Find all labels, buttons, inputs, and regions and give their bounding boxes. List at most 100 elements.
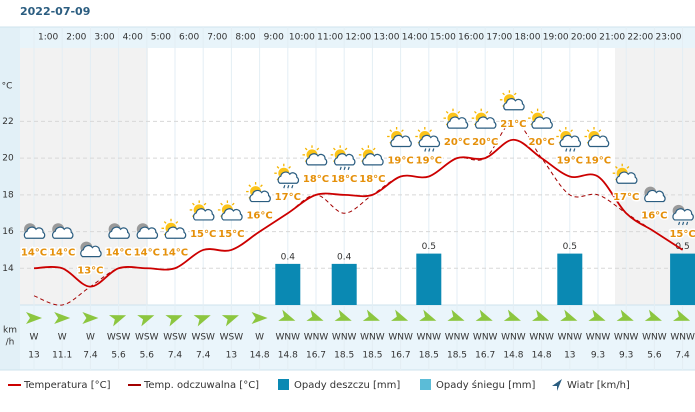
wind-direction: WSW <box>191 333 215 343</box>
wind-unit: /h <box>6 338 15 348</box>
rain-drop <box>347 166 350 171</box>
y-tick-label: 22 <box>2 117 13 127</box>
wind-speed: 14.8 <box>250 351 270 361</box>
temperature-label: 17°C <box>275 192 301 203</box>
wind-direction: WNW <box>501 333 526 343</box>
date: 2022-07-09 <box>20 5 90 18</box>
weather-icon <box>443 108 469 129</box>
temperature-label: 20°C <box>472 137 498 148</box>
wind-arrow-shape <box>447 309 465 321</box>
wind-direction: WNW <box>304 333 329 343</box>
temperature-label: 19°C <box>557 156 583 167</box>
wind-direction: WNW <box>417 333 442 343</box>
temperature-label: 18°C <box>359 174 385 185</box>
precip-label: 0.5 <box>675 242 689 252</box>
sun-ray <box>530 110 534 114</box>
hour-label: 15:00 <box>430 33 456 43</box>
wind-speed: 18.5 <box>419 351 439 361</box>
temperature-label: 19°C <box>585 156 611 167</box>
sun-ray <box>502 92 505 96</box>
wind-arrow <box>54 312 71 324</box>
hour-label: 23:00 <box>656 33 682 43</box>
wind-speed: 5.6 <box>140 351 155 361</box>
wind-direction: WSW <box>107 333 131 343</box>
wind-arrow-shape <box>54 312 71 324</box>
wind-arrow-shape <box>306 309 324 321</box>
sun-ray <box>598 129 602 133</box>
hour-label: 17:00 <box>486 33 512 43</box>
rain-drop <box>343 166 346 171</box>
temperature-label: 19°C <box>387 156 413 167</box>
rain-drop <box>287 185 290 189</box>
wind-arrow <box>109 315 127 327</box>
wind-arrow-shape <box>193 315 211 327</box>
wind-direction: WSW <box>135 333 159 343</box>
legend-label: Opady deszczu [mm] <box>294 380 400 391</box>
sun-ray <box>429 129 432 133</box>
sun-ray <box>304 147 308 151</box>
temperature-label: 14°C <box>49 247 75 258</box>
sun-ray <box>203 202 207 206</box>
precip-bar <box>670 253 695 305</box>
legend-wind-icon <box>552 379 562 391</box>
temperature-label: 18°C <box>303 174 329 185</box>
wind-arrow <box>475 309 493 321</box>
wind-arrow <box>137 315 155 327</box>
hour-label: 18:00 <box>515 33 541 43</box>
temperature-label: 16°C <box>641 211 667 222</box>
wind-arrow <box>673 309 691 321</box>
weather-icon <box>108 223 130 239</box>
wind-arrow-shape <box>278 309 296 321</box>
wind-direction: WSW <box>163 333 187 343</box>
cloud <box>446 116 469 129</box>
sun-ray <box>542 110 545 114</box>
wind-direction: WNW <box>529 333 554 343</box>
wind-direction: W <box>58 333 67 343</box>
weather-icon <box>556 127 582 152</box>
y-tick-label: 18 <box>2 190 14 200</box>
sun-ray <box>615 166 618 169</box>
precip-bar <box>416 253 442 305</box>
temperature-label: 21°C <box>500 119 526 130</box>
wind-direction: WNW <box>670 333 695 343</box>
temperature-label: 15°C <box>218 229 244 240</box>
wind-arrow <box>560 309 578 321</box>
precip-label: 0.4 <box>337 252 352 262</box>
temperature-label: 15°C <box>669 229 695 240</box>
sun-ray <box>220 202 223 206</box>
wind-speed: 16.7 <box>391 351 411 361</box>
wind-arrow-shape <box>165 315 183 327</box>
wind-direction: WNW <box>473 333 498 343</box>
wind-speed: 5.6 <box>647 351 662 361</box>
wind-arrow <box>221 315 239 327</box>
wind-direction: W <box>255 333 264 343</box>
rain-drop <box>291 185 294 189</box>
wind-arrow <box>447 309 465 321</box>
sun-ray <box>401 129 404 133</box>
wind-speed: 11.1 <box>52 351 72 361</box>
wind-speed: 7.4 <box>83 351 98 361</box>
temperature-line <box>33 138 684 288</box>
wind-arrow <box>251 312 268 324</box>
y-tick-label: 14 <box>2 264 14 274</box>
y-unit: °C <box>2 82 13 92</box>
wind-arrow-shape <box>334 309 352 321</box>
wind-direction: WNW <box>388 333 413 343</box>
sun-ray <box>175 221 179 224</box>
cloud <box>108 226 130 239</box>
wind-direction: WNW <box>445 333 470 343</box>
weather-icon <box>51 223 74 239</box>
hour-label: 2:00 <box>66 33 86 43</box>
cloud <box>503 98 525 111</box>
wind-arrow <box>503 309 521 321</box>
temperature-label: 18°C <box>331 174 357 185</box>
weather-icon <box>612 163 638 184</box>
wind-direction: WNW <box>614 333 639 343</box>
rain-drop <box>573 148 576 152</box>
hour-label: 19:00 <box>543 33 569 43</box>
cloud <box>587 134 610 148</box>
temperature-label: 20°C <box>444 137 470 148</box>
sun-ray <box>513 92 517 96</box>
cloud <box>531 116 553 129</box>
cloud <box>474 116 497 129</box>
